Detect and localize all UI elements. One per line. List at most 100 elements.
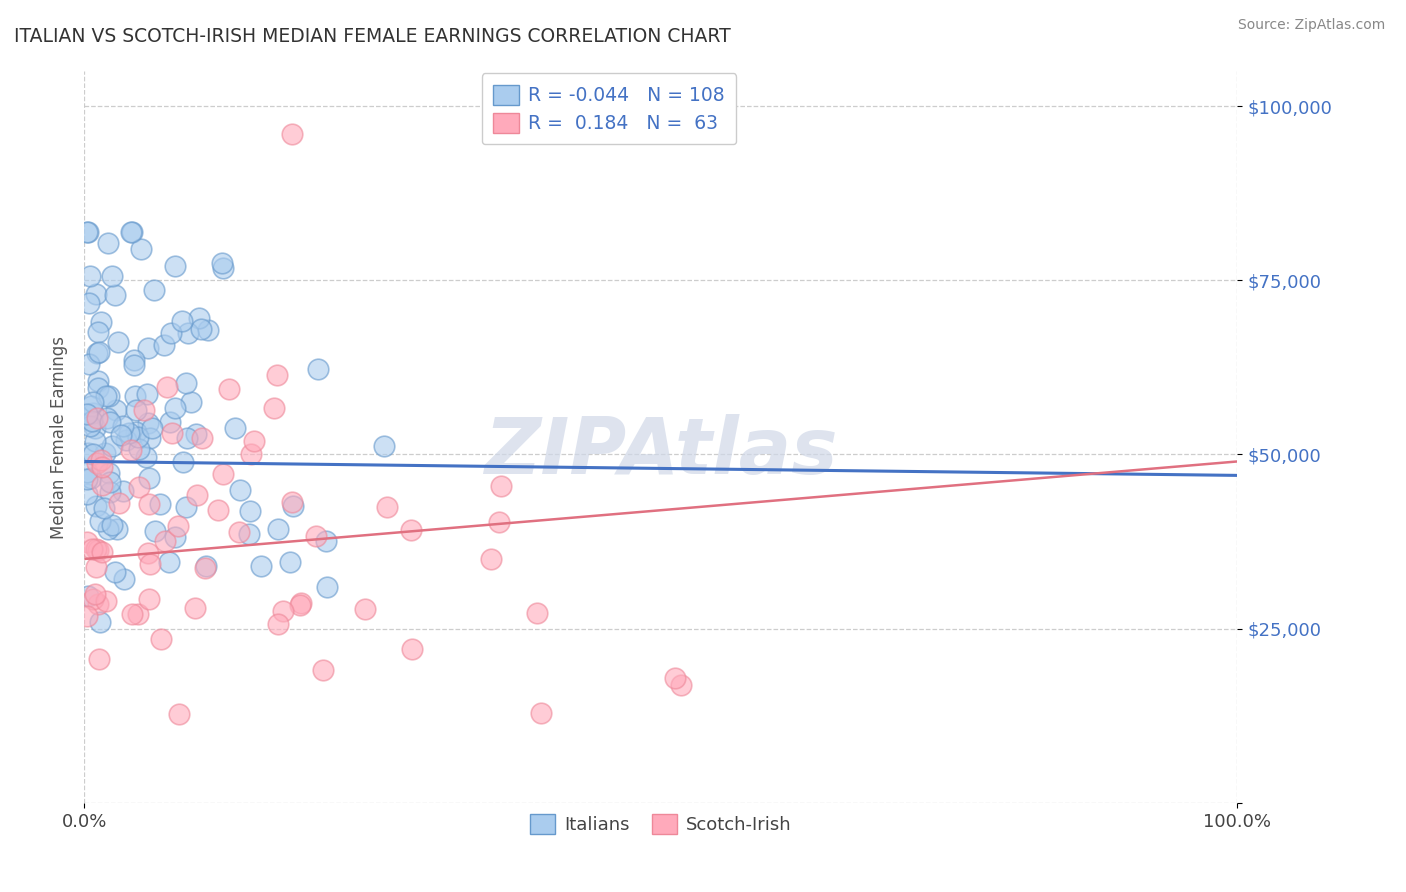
Point xyxy=(489,478,512,492)
Point xyxy=(96,389,118,403)
Point xyxy=(76,408,98,422)
Point xyxy=(76,472,98,486)
Point xyxy=(307,361,329,376)
Point xyxy=(97,522,120,536)
Point xyxy=(138,592,160,607)
Point xyxy=(401,641,423,656)
Point xyxy=(111,418,134,433)
Point xyxy=(530,706,553,720)
Point xyxy=(170,314,193,328)
Point xyxy=(117,426,139,441)
Point xyxy=(156,380,179,394)
Point xyxy=(77,296,100,310)
Point xyxy=(82,414,104,428)
Point xyxy=(399,524,422,538)
Point xyxy=(186,426,208,441)
Point xyxy=(138,497,160,511)
Point xyxy=(107,334,129,349)
Point xyxy=(195,559,218,574)
Legend: Italians, Scotch-Irish: Italians, Scotch-Irish xyxy=(519,804,803,845)
Point xyxy=(76,225,98,239)
Point xyxy=(124,402,146,417)
Point xyxy=(131,242,153,256)
Point xyxy=(149,632,172,646)
Point xyxy=(89,345,111,359)
Point xyxy=(139,431,162,445)
Point xyxy=(375,500,398,515)
Point xyxy=(167,518,190,533)
Point xyxy=(153,338,176,352)
Point xyxy=(218,382,240,396)
Point xyxy=(239,504,262,518)
Point xyxy=(93,500,115,515)
Point xyxy=(266,368,288,382)
Point xyxy=(83,587,105,601)
Point xyxy=(183,600,205,615)
Point xyxy=(128,442,150,457)
Point xyxy=(77,446,100,460)
Point xyxy=(84,499,107,513)
Point xyxy=(121,225,143,239)
Point xyxy=(143,524,166,538)
Point xyxy=(211,467,233,481)
Point xyxy=(290,596,312,610)
Point xyxy=(90,452,112,467)
Point xyxy=(82,405,104,419)
Point xyxy=(82,394,104,409)
Point xyxy=(83,421,105,435)
Point xyxy=(163,401,186,415)
Point xyxy=(80,400,103,414)
Point xyxy=(243,434,266,448)
Point xyxy=(122,358,145,372)
Point xyxy=(84,287,107,301)
Point xyxy=(373,439,395,453)
Point xyxy=(249,559,271,574)
Point xyxy=(82,542,104,557)
Point xyxy=(135,450,157,465)
Point xyxy=(176,376,198,391)
Point xyxy=(134,403,156,417)
Point xyxy=(100,517,122,532)
Point xyxy=(172,454,194,468)
Point xyxy=(79,268,101,283)
Point xyxy=(288,598,311,612)
Point xyxy=(104,565,127,579)
Point xyxy=(89,615,111,629)
Point xyxy=(90,460,112,475)
Point xyxy=(112,483,135,498)
Point xyxy=(115,434,138,448)
Point xyxy=(305,529,328,543)
Point xyxy=(76,609,98,624)
Point xyxy=(136,387,159,401)
Point xyxy=(76,534,98,549)
Point xyxy=(157,555,180,569)
Point xyxy=(97,236,120,251)
Point xyxy=(124,352,146,367)
Point xyxy=(671,678,693,692)
Point xyxy=(159,326,181,340)
Point xyxy=(271,604,294,618)
Point xyxy=(87,380,110,394)
Point xyxy=(186,488,208,502)
Point xyxy=(263,401,285,416)
Point xyxy=(267,617,290,632)
Point xyxy=(104,288,127,302)
Point xyxy=(128,481,150,495)
Point xyxy=(212,260,235,275)
Point xyxy=(86,541,108,556)
Point xyxy=(90,477,112,491)
Point xyxy=(143,283,166,297)
Point xyxy=(86,597,108,611)
Point xyxy=(87,374,110,388)
Point xyxy=(207,503,229,517)
Point xyxy=(84,559,107,574)
Point xyxy=(104,402,127,417)
Point xyxy=(120,443,142,458)
Point xyxy=(94,594,117,608)
Point xyxy=(229,483,252,498)
Point xyxy=(488,515,510,529)
Point xyxy=(82,591,104,606)
Point xyxy=(141,421,163,435)
Point xyxy=(114,572,136,586)
Point xyxy=(176,500,198,514)
